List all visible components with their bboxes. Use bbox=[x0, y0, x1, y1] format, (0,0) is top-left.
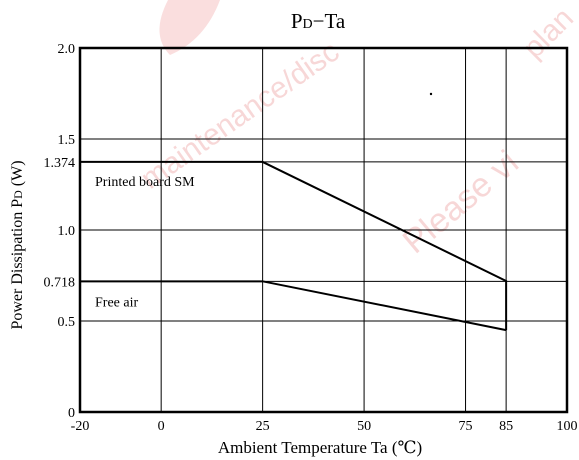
series-line bbox=[80, 160, 508, 331]
y-axis-label: Power Dissipation PD (W) bbox=[9, 160, 26, 329]
y-tick-label: 0 bbox=[68, 406, 75, 421]
y-tick-label: 0.718 bbox=[44, 275, 76, 290]
watermark: maintenance/disc Please vi plan bbox=[135, 0, 579, 261]
y-tick-label: 2.0 bbox=[58, 42, 76, 57]
x-tick-label: 75 bbox=[459, 419, 473, 434]
x-tick-label: 25 bbox=[256, 419, 270, 434]
series-labels: Printed board SM Free air bbox=[95, 175, 195, 310]
x-tick-label: 100 bbox=[557, 419, 578, 434]
y-tick-label: 1.0 bbox=[58, 224, 76, 239]
grid-lines bbox=[80, 48, 567, 412]
x-tick-label: -20 bbox=[71, 419, 90, 434]
watermark-text-1: maintenance/disc bbox=[135, 35, 345, 196]
x-axis-label: Ambient Temperature Ta (℃) bbox=[218, 438, 422, 457]
y-tick-label: 0.5 bbox=[58, 315, 76, 330]
stray-dot bbox=[429, 92, 433, 96]
chart-title: PD−Ta bbox=[291, 9, 346, 33]
x-tick-label: 50 bbox=[357, 419, 371, 434]
plot-frame bbox=[78, 46, 569, 414]
series-lines bbox=[80, 160, 508, 332]
watermark-text-3: plan bbox=[517, 2, 579, 65]
series-label: Printed board SM bbox=[95, 175, 195, 190]
watermark-logo-shape bbox=[159, 0, 220, 55]
series-line bbox=[80, 280, 507, 332]
series-label: Free air bbox=[95, 295, 138, 310]
y-tick-label: 1.5 bbox=[58, 133, 76, 148]
x-tick-label: 85 bbox=[499, 419, 513, 434]
y-tick-label: 1.374 bbox=[44, 156, 76, 171]
y-tick-labels: 0 0.5 0.718 1.0 1.374 1.5 2.0 bbox=[44, 42, 76, 421]
x-tick-label: 0 bbox=[158, 419, 165, 434]
x-tick-labels: -20 0 25 50 75 85 100 bbox=[71, 419, 578, 434]
